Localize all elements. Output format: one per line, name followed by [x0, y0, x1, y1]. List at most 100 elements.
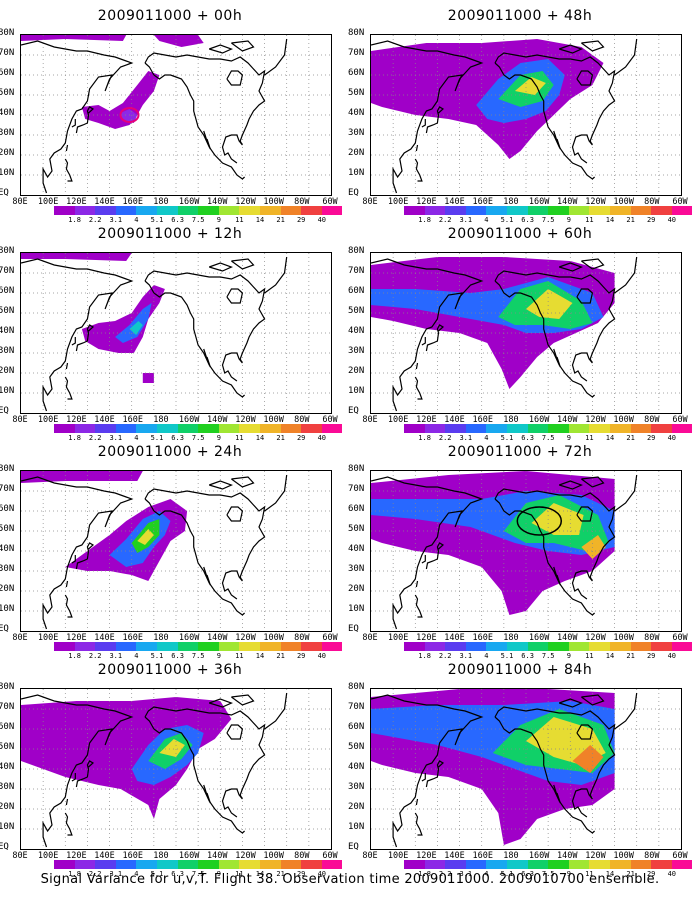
longitude-tick-label: 140E: [444, 415, 465, 425]
coastline: [144, 716, 246, 834]
coastline: [231, 694, 255, 706]
colorbar-swatch: [321, 206, 343, 215]
colorbar-swatch: [424, 860, 446, 869]
coastline: [581, 694, 605, 706]
longitude-tick-label: 140W: [557, 851, 578, 861]
latitude-tick-label: 40N: [348, 544, 365, 554]
longitude-tick-label: 140W: [207, 633, 228, 643]
longitude-tick-label: 100W: [613, 851, 634, 861]
longitude-tick-label: 120W: [585, 415, 606, 425]
coastline: [264, 38, 288, 76]
colorbar-swatch: [218, 206, 240, 215]
colorbar-label: 2.2: [88, 216, 102, 224]
longitude-tick-label: 60W: [322, 633, 338, 643]
colorbar-label: 7.5: [541, 870, 555, 878]
colorbar-label: 21: [626, 652, 635, 660]
variance-contour: [159, 739, 185, 757]
colorbar-label: 9: [566, 870, 571, 878]
forecast-panel: 2009011000 + 60h 80N 70N 60N 50N 40N 30N 20N 10N…: [348, 226, 693, 446]
coastline: [558, 480, 583, 490]
colorbar-label: 9: [216, 216, 221, 224]
coastline: [614, 38, 638, 76]
panel-title: 2009011000 + 12h: [97, 226, 243, 242]
colorbar-swatch: [424, 642, 446, 651]
colorbar-label: 14: [255, 870, 265, 878]
coastline: [75, 542, 95, 570]
latitude-tick-label: 70N: [0, 266, 15, 276]
coastline: [65, 580, 69, 588]
colorbar-label: 29: [296, 652, 306, 660]
coastline: [226, 288, 244, 304]
colorbar: [54, 424, 343, 433]
longitude-tick-label: 140W: [207, 851, 228, 861]
colorbar-swatch: [651, 860, 672, 869]
coastline: [71, 773, 76, 782]
colorbar-label: 7.5: [541, 216, 555, 224]
colorbar-swatch: [198, 860, 219, 869]
colorbar-swatch: [630, 642, 652, 651]
variance-contour: [153, 35, 204, 47]
colorbar-label: 1.8: [68, 216, 81, 224]
colorbar-label: 3.1: [459, 652, 473, 660]
variance-contour: [21, 253, 132, 261]
colorbar-swatch: [568, 642, 590, 651]
colorbar-swatch: [404, 642, 425, 651]
longitude-tick-label: 140E: [94, 633, 115, 643]
coastline: [581, 476, 605, 488]
longitude-tick-label: 160W: [178, 415, 200, 425]
latitude-tick-label: 50N: [0, 524, 15, 534]
longitude-tick-label: 180: [153, 851, 169, 861]
colorbar-label: 5.1: [500, 434, 514, 442]
longitude-tick-label: 80W: [644, 197, 660, 207]
latitude-tick-label: 10N: [348, 386, 365, 396]
latitude-tick-label: 30N: [348, 346, 365, 356]
coastline: [21, 476, 134, 630]
longitude-tick-label: 180: [503, 633, 519, 643]
colorbar-swatch: [589, 424, 610, 433]
colorbar-swatch: [95, 424, 116, 433]
longitude-tick-label: 180: [153, 633, 169, 643]
longitude-tick-label: 80W: [644, 633, 660, 643]
longitude-tick-label: 100W: [613, 197, 634, 207]
longitude-tick-label: 120E: [416, 197, 437, 207]
longitude-tick-label: 180: [153, 197, 169, 207]
colorbar-swatch: [589, 206, 610, 215]
colorbar-swatch: [445, 424, 466, 433]
colorbar-label: 6.3: [521, 434, 534, 442]
colorbar-swatch: [465, 642, 487, 651]
coastline: [144, 280, 246, 398]
coastline: [421, 119, 426, 128]
colorbar-swatch: [609, 642, 631, 651]
colorbar-swatch: [589, 642, 610, 651]
latitude-tick-label: EQ: [0, 624, 9, 634]
longitude-tick-label: 100E: [387, 415, 409, 425]
colorbar-swatch: [54, 642, 75, 651]
latitude-tick-label: 50N: [0, 742, 15, 752]
latitude-tick-label: 20N: [348, 584, 365, 594]
coastline: [494, 706, 616, 818]
colorbar-label: 1.8: [68, 434, 81, 442]
colorbar-label: 29: [296, 870, 306, 878]
coastline: [558, 698, 583, 708]
coastline: [21, 694, 134, 848]
colorbar-label: 11: [585, 216, 594, 224]
longitude-tick-label: 180: [503, 851, 519, 861]
colorbar: [404, 206, 693, 215]
colorbar-label: 40: [667, 434, 677, 442]
colorbar-swatch: [548, 206, 569, 215]
latitude-tick-label: 50N: [0, 306, 15, 316]
latitude-tick-label: 20N: [0, 802, 15, 812]
latitude-tick-label: 30N: [0, 782, 15, 792]
colorbar-swatch: [54, 424, 75, 433]
coastline: [576, 288, 594, 304]
colorbar-swatch: [486, 642, 507, 651]
colorbar-swatch: [506, 860, 528, 869]
colorbar-label: 21: [276, 652, 285, 660]
colorbar-label: 11: [585, 870, 594, 878]
latitude-tick-label: 70N: [348, 266, 365, 276]
colorbar-label: 4: [484, 434, 489, 442]
longitude-tick-label: 120E: [416, 415, 437, 425]
colorbar-swatch: [486, 424, 507, 433]
map-canvas: [21, 253, 331, 413]
coastline: [414, 376, 423, 400]
